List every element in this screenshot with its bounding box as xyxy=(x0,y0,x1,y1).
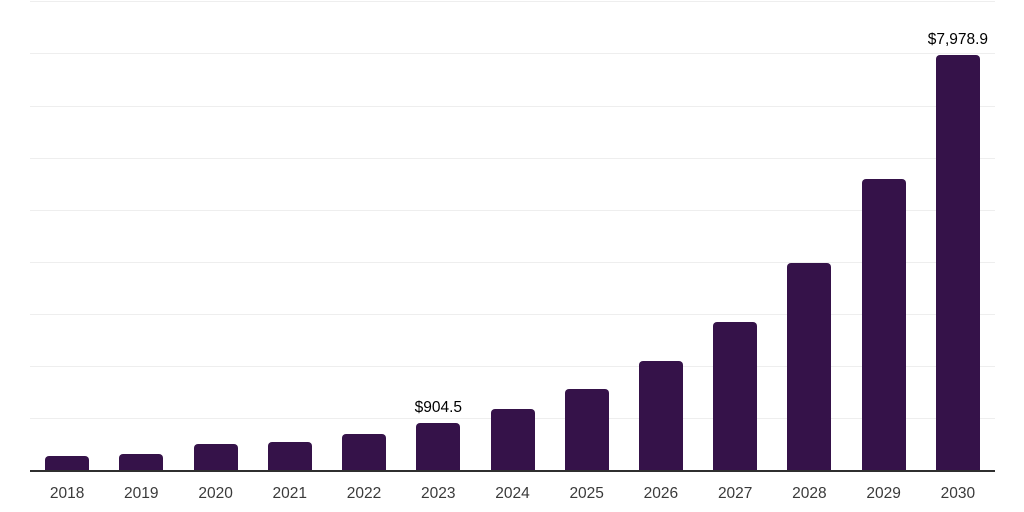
bar-2020 xyxy=(193,443,238,471)
bar-2019 xyxy=(119,454,164,471)
x-tick-2018: 2018 xyxy=(49,485,85,502)
gridline-8000 xyxy=(30,53,995,55)
x-tick-2027: 2027 xyxy=(717,485,753,502)
gridline-4000 xyxy=(30,261,995,263)
x-axis-line xyxy=(30,469,995,472)
bar-2025 xyxy=(564,389,609,471)
x-tick-2030: 2030 xyxy=(940,485,976,502)
bar-2026 xyxy=(639,361,683,471)
x-tick-2023: 2023 xyxy=(421,485,456,502)
gridline-3000 xyxy=(30,314,995,316)
gridline-5000 xyxy=(30,209,995,211)
x-tick-2024: 2024 xyxy=(495,485,530,502)
x-tick-2028: 2028 xyxy=(792,485,827,502)
gridline-7000 xyxy=(30,105,995,107)
x-tick-2025: 2025 xyxy=(569,485,604,502)
x-tick-2022: 2022 xyxy=(346,485,382,502)
data-label-2030: $7,978.9 xyxy=(927,30,989,48)
bar-2028 xyxy=(787,263,832,471)
bar-2022 xyxy=(342,434,386,471)
gridline-9000 xyxy=(30,1,995,3)
bar-2027 xyxy=(713,321,758,471)
bar-2030 xyxy=(935,54,980,471)
x-tick-2021: 2021 xyxy=(272,485,308,502)
bar-2021 xyxy=(267,442,312,471)
x-tick-2026: 2026 xyxy=(643,485,679,502)
bar-2023 xyxy=(416,423,461,471)
bar-2018 xyxy=(45,455,90,471)
data-label-2023: $904.5 xyxy=(414,399,463,417)
x-tick-2020: 2020 xyxy=(198,485,233,502)
gridline-6000 xyxy=(30,157,995,159)
bar-2024 xyxy=(490,408,535,471)
bar-2029 xyxy=(861,179,906,471)
gridline-2000 xyxy=(30,366,995,368)
x-tick-2029: 2029 xyxy=(866,485,901,502)
x-tick-2019: 2019 xyxy=(124,485,159,502)
